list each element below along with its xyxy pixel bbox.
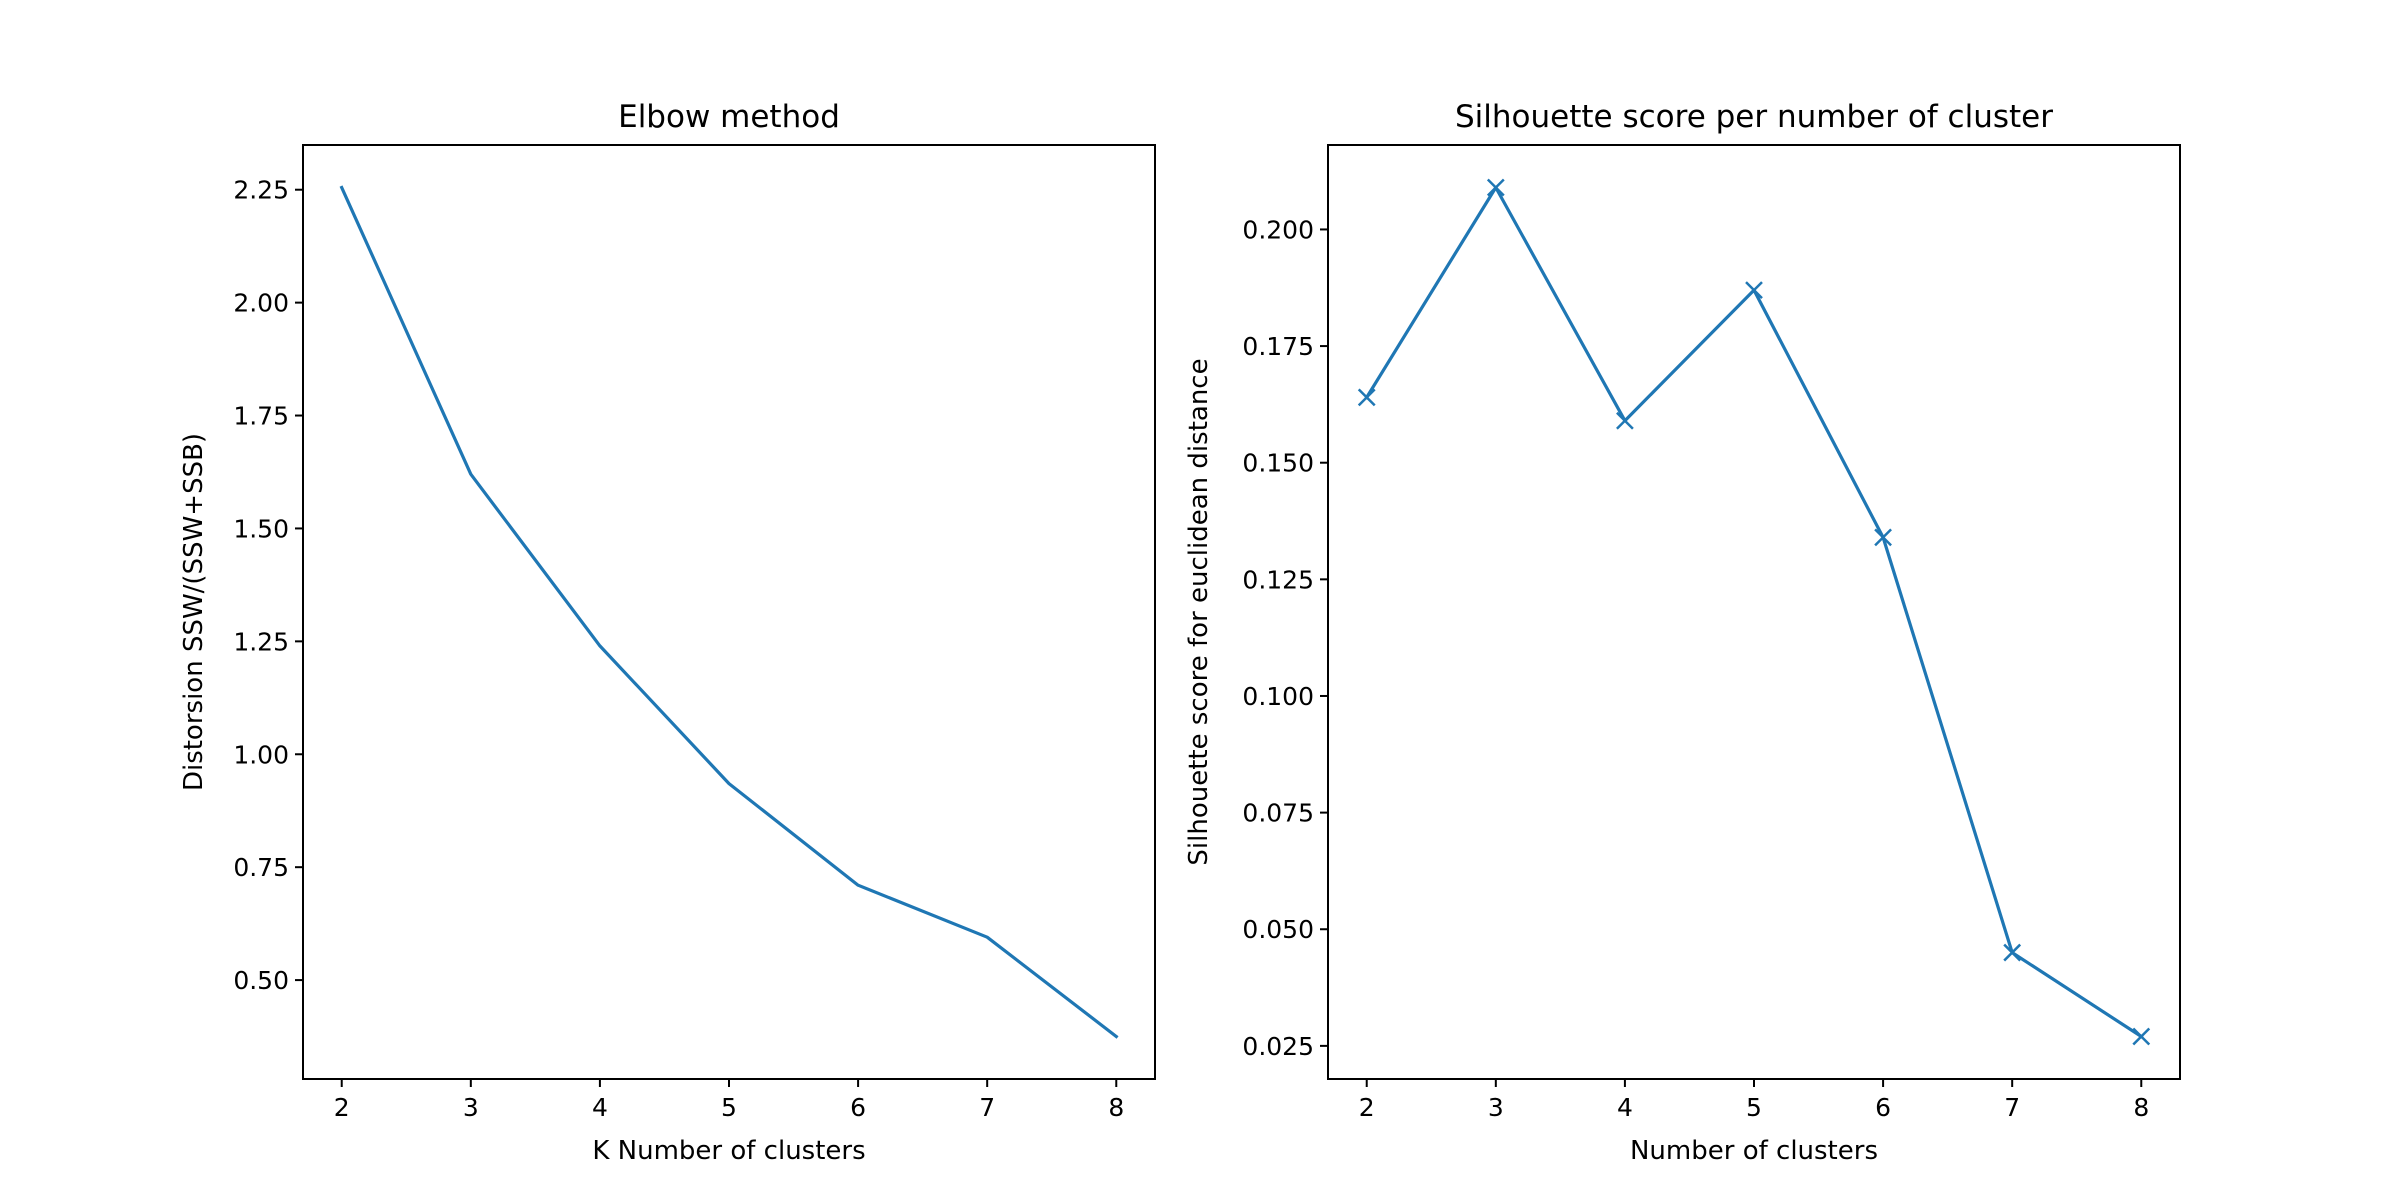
- x-tick-label: 7: [979, 1093, 995, 1122]
- x-tick-label: 2: [334, 1093, 350, 1122]
- y-tick-label: 0.075: [1242, 799, 1314, 828]
- x-axis-label: Number of clusters: [1630, 1136, 1878, 1166]
- chart-title: Elbow method: [618, 99, 840, 135]
- data-point: [1357, 388, 1376, 407]
- axes-frame: [302, 144, 1156, 1080]
- silhouette-chart: Silhouette score per number of cluster N…: [1184, 99, 2181, 1166]
- y-tick-label: 2.25: [233, 176, 289, 205]
- data-point: [1874, 528, 1892, 547]
- x-tick-label: 6: [850, 1093, 866, 1122]
- x-tick-label: 7: [2004, 1093, 2020, 1122]
- x-tick-label: 5: [1746, 1093, 1762, 1122]
- y-tick-label: 1.00: [233, 740, 289, 769]
- x-tick-label: 3: [463, 1093, 479, 1122]
- data-point: [1745, 281, 1763, 299]
- axis-ticks: 2 3 4 5 6 7 8 0.50 0.75 1.00 1.25 1.50 1.75 2.00 2.25: [233, 176, 1124, 1122]
- plot-area: [339, 185, 1119, 1039]
- y-tick-label: 2.00: [233, 289, 289, 318]
- y-tick-label: 0.75: [233, 853, 289, 882]
- y-tick-label: 0.025: [1242, 1032, 1314, 1061]
- x-tick-label: 4: [592, 1093, 608, 1122]
- y-tick-label: 1.75: [233, 402, 289, 431]
- axes-frame: [1327, 144, 2181, 1080]
- chart-title: Silhouette score per number of cluster: [1455, 99, 2053, 135]
- plot-area: [1357, 178, 2151, 1046]
- y-tick-label: 0.125: [1242, 565, 1314, 594]
- y-axis-label: Silhouette score for euclidean distance: [1184, 358, 1214, 865]
- y-tick-label: 0.100: [1242, 682, 1314, 711]
- x-tick-label: 2: [1359, 1093, 1375, 1122]
- y-tick-label: 0.50: [233, 966, 289, 995]
- data-point: [2132, 1027, 2151, 1046]
- x-tick-label: 4: [1617, 1093, 1633, 1122]
- axis-ticks: 2 3 4 5 6 7 8 0.025 0.050 0.075 0.100 0.125 0.150 0.1…: [1242, 215, 2149, 1122]
- y-axis-label: Distorsion SSW/(SSW+SSB): [179, 433, 209, 791]
- elbow-chart: Elbow method K Number of clusters Distor…: [179, 99, 1156, 1166]
- x-tick-label: 6: [1875, 1093, 1891, 1122]
- y-tick-label: 1.50: [233, 514, 289, 543]
- x-tick-label: 8: [1108, 1093, 1124, 1122]
- x-tick-label: 3: [1488, 1093, 1504, 1122]
- x-tick-label: 5: [721, 1093, 737, 1122]
- data-point: [2003, 943, 2022, 962]
- data-point: [1616, 411, 1634, 430]
- x-axis-label: K Number of clusters: [592, 1136, 865, 1166]
- y-tick-label: 0.175: [1242, 332, 1314, 361]
- y-tick-label: 1.25: [233, 627, 289, 656]
- y-tick-label: 0.050: [1242, 915, 1314, 944]
- y-tick-label: 0.150: [1242, 449, 1314, 478]
- y-tick-label: 0.200: [1242, 215, 1314, 244]
- data-point: [1486, 178, 1505, 197]
- x-tick-label: 8: [2133, 1093, 2149, 1122]
- series-line: [339, 185, 1119, 1039]
